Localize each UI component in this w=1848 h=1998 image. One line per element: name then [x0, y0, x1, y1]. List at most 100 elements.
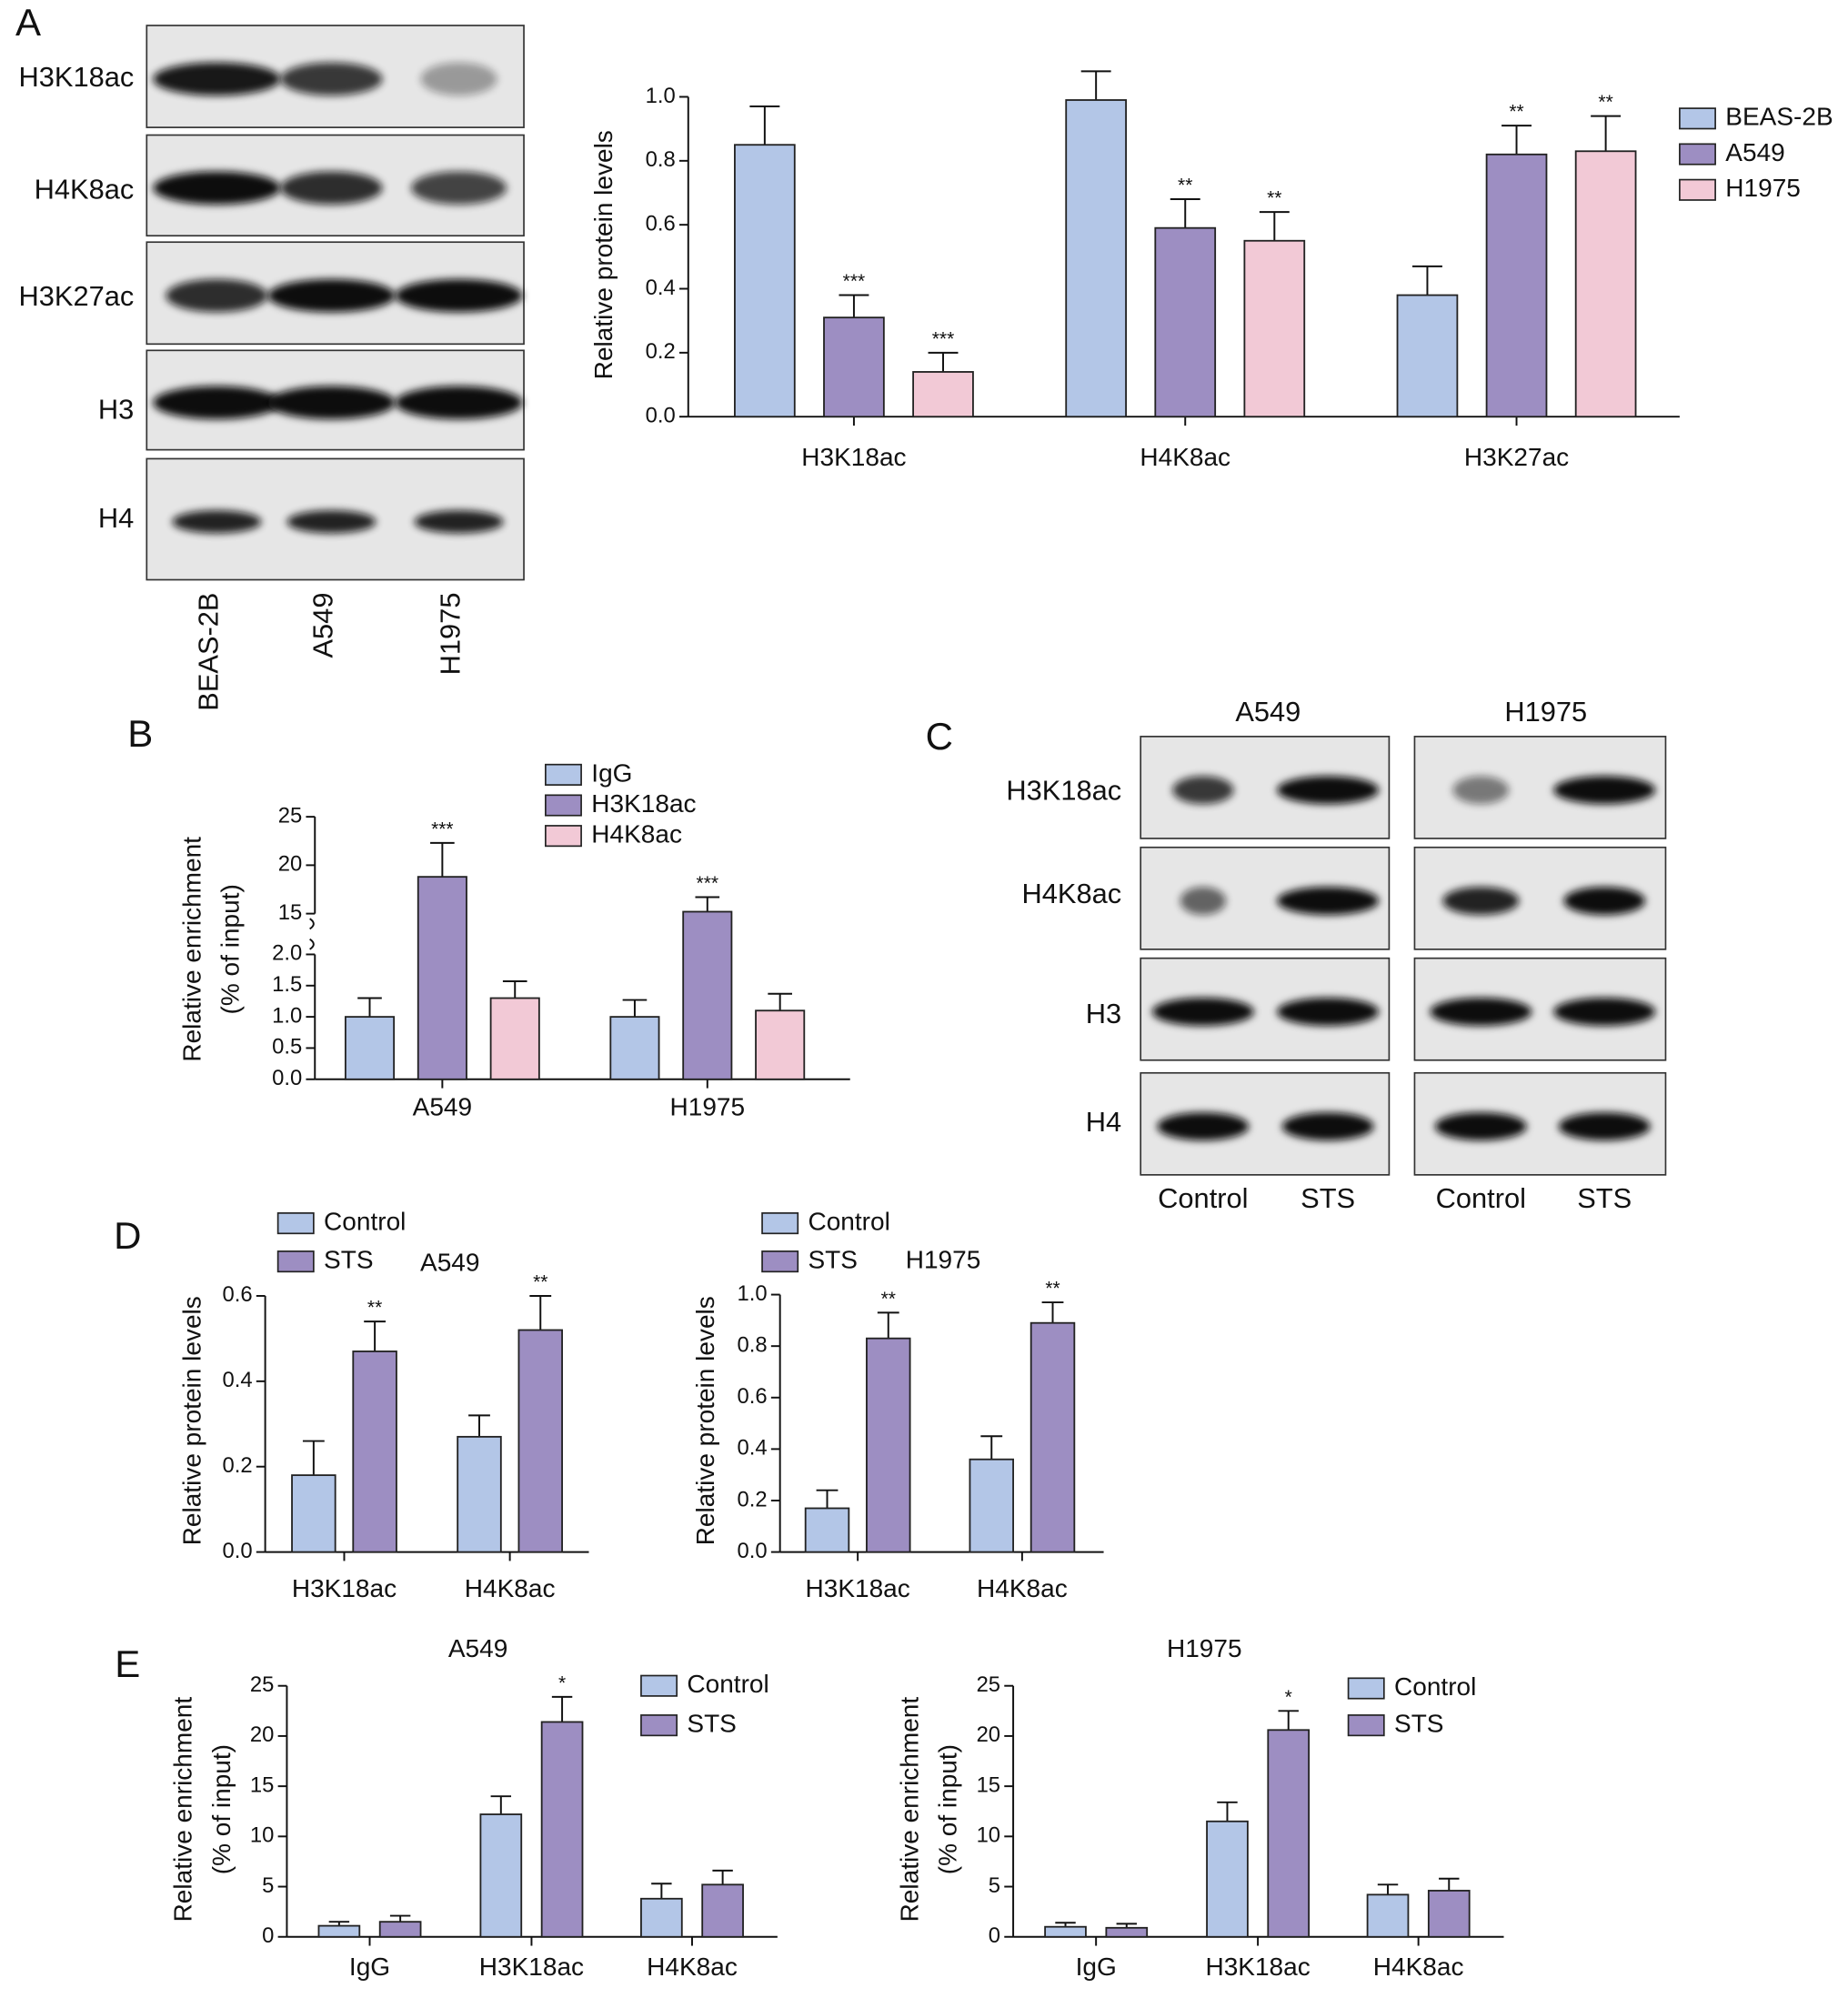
y-tick-label: 10: [250, 1823, 274, 1848]
y-tick-label: 15: [250, 1772, 274, 1797]
y-tick-label: 0.2: [738, 1487, 768, 1511]
y-tick-label: 0.4: [646, 276, 676, 300]
band: [1430, 998, 1532, 1026]
y-tick-label: 0.0: [646, 403, 676, 427]
error-bar: [389, 1914, 411, 1923]
legend-label: STS: [687, 1710, 737, 1738]
y-tick-label: 0.8: [646, 147, 676, 172]
bar: [489, 997, 540, 1080]
error-bar: [1591, 115, 1622, 152]
band: [414, 510, 504, 534]
band: [1172, 776, 1234, 805]
band: [411, 171, 507, 205]
blot-row-label: H3K27ac: [19, 280, 135, 312]
legend-swatch: [276, 1250, 315, 1273]
y-tick-label: 0.2: [223, 1453, 253, 1478]
error-bar: [302, 1440, 325, 1476]
significance: **: [1267, 188, 1281, 209]
error-bar: [622, 999, 648, 1018]
y-axis-label: Relative protein levels: [178, 1296, 206, 1545]
blot-lane-label: BEAS-2B: [192, 593, 224, 711]
blot-lane-label: STS: [1301, 1182, 1355, 1214]
significance: **: [1598, 92, 1612, 113]
significance: **: [1045, 1279, 1060, 1300]
bar: [1427, 1890, 1471, 1938]
blot-lane-label: A549: [307, 593, 339, 658]
blot-row-label: H3K18ac: [19, 61, 135, 93]
bar: [682, 910, 733, 1080]
bar: [1243, 239, 1306, 418]
error-bar: [1377, 1883, 1399, 1895]
bar: [344, 1016, 396, 1080]
x-tick-label: H3K18ac: [1205, 1953, 1310, 1981]
error-bar: [768, 992, 792, 1011]
error-bar: [430, 841, 455, 878]
y-tick-label: 20: [250, 1722, 274, 1747]
error-bar: [839, 294, 869, 318]
x-tick-label: IgG: [349, 1953, 390, 1981]
error-bar: [1080, 70, 1111, 101]
blot-group-label: H1975: [1504, 696, 1587, 728]
error-bar: [529, 1294, 552, 1330]
y-axis-label: Relative enrichment: [895, 1697, 923, 1923]
band: [1434, 1112, 1527, 1141]
y-tick-label: 5: [262, 1873, 274, 1898]
significance: ***: [843, 271, 866, 292]
error-bar: [1502, 125, 1532, 155]
y-tick-label: 0.0: [738, 1539, 768, 1563]
significance: **: [881, 1289, 896, 1310]
significance: ***: [697, 873, 719, 894]
y-axis-label: Relative protein levels: [691, 1296, 719, 1545]
legend-swatch: [640, 1714, 678, 1737]
error-bar: [1170, 198, 1200, 228]
bar: [1366, 1893, 1410, 1938]
band: [1277, 998, 1380, 1026]
band: [280, 171, 383, 205]
y-tick-label: 10: [977, 1823, 1000, 1848]
error-bar: [468, 1414, 490, 1437]
band: [1277, 776, 1380, 805]
error-bar: [1439, 1877, 1460, 1891]
legend-label: IgG: [591, 758, 632, 787]
bar: [291, 1474, 336, 1553]
legend-label: Control: [324, 1208, 406, 1236]
y-tick-label: 25: [250, 1672, 274, 1697]
legend-label: A549: [1725, 138, 1784, 166]
y-tick-label: 0: [262, 1923, 274, 1948]
legend-label: STS: [1394, 1710, 1444, 1738]
bar: [479, 1813, 523, 1938]
error-bar: [928, 351, 959, 372]
blot-lane-label: H1975: [435, 593, 467, 676]
band: [1442, 887, 1520, 916]
y-tick-label: 0.8: [738, 1332, 768, 1357]
significance: **: [1178, 176, 1192, 196]
x-tick-label: H4K8ac: [1373, 1953, 1464, 1981]
error-bar: [364, 1320, 387, 1351]
legend-label: H3K18ac: [591, 789, 696, 818]
y-tick-label: 1.0: [646, 84, 676, 108]
y-tick-label: 2.0: [272, 941, 302, 966]
y-tick-label: 15: [278, 900, 302, 925]
panel-letter: A: [15, 1, 41, 44]
y-axis-label: (% of input): [933, 1744, 961, 1874]
bar: [1206, 1820, 1249, 1938]
y-tick-label: 0.0: [272, 1066, 302, 1090]
significance: ***: [932, 328, 955, 349]
legend-swatch: [1679, 107, 1716, 130]
blot-row-label: H3: [98, 394, 134, 426]
bar: [417, 876, 467, 1080]
x-tick-label: H4K8ac: [647, 1953, 738, 1981]
y-tick-label: 0.6: [223, 1282, 253, 1307]
band: [1553, 776, 1656, 805]
y-axis-label: Relative protein levels: [589, 130, 618, 379]
legend-swatch: [1679, 178, 1716, 201]
legend-swatch: [1679, 143, 1716, 166]
y-tick-label: 25: [977, 1672, 1000, 1697]
band: [1151, 998, 1254, 1026]
blot-row-label: H4: [98, 502, 134, 534]
error-bar: [551, 1695, 573, 1722]
x-tick-label: H3K18ac: [806, 1574, 910, 1602]
y-tick-label: 15: [977, 1772, 1000, 1797]
